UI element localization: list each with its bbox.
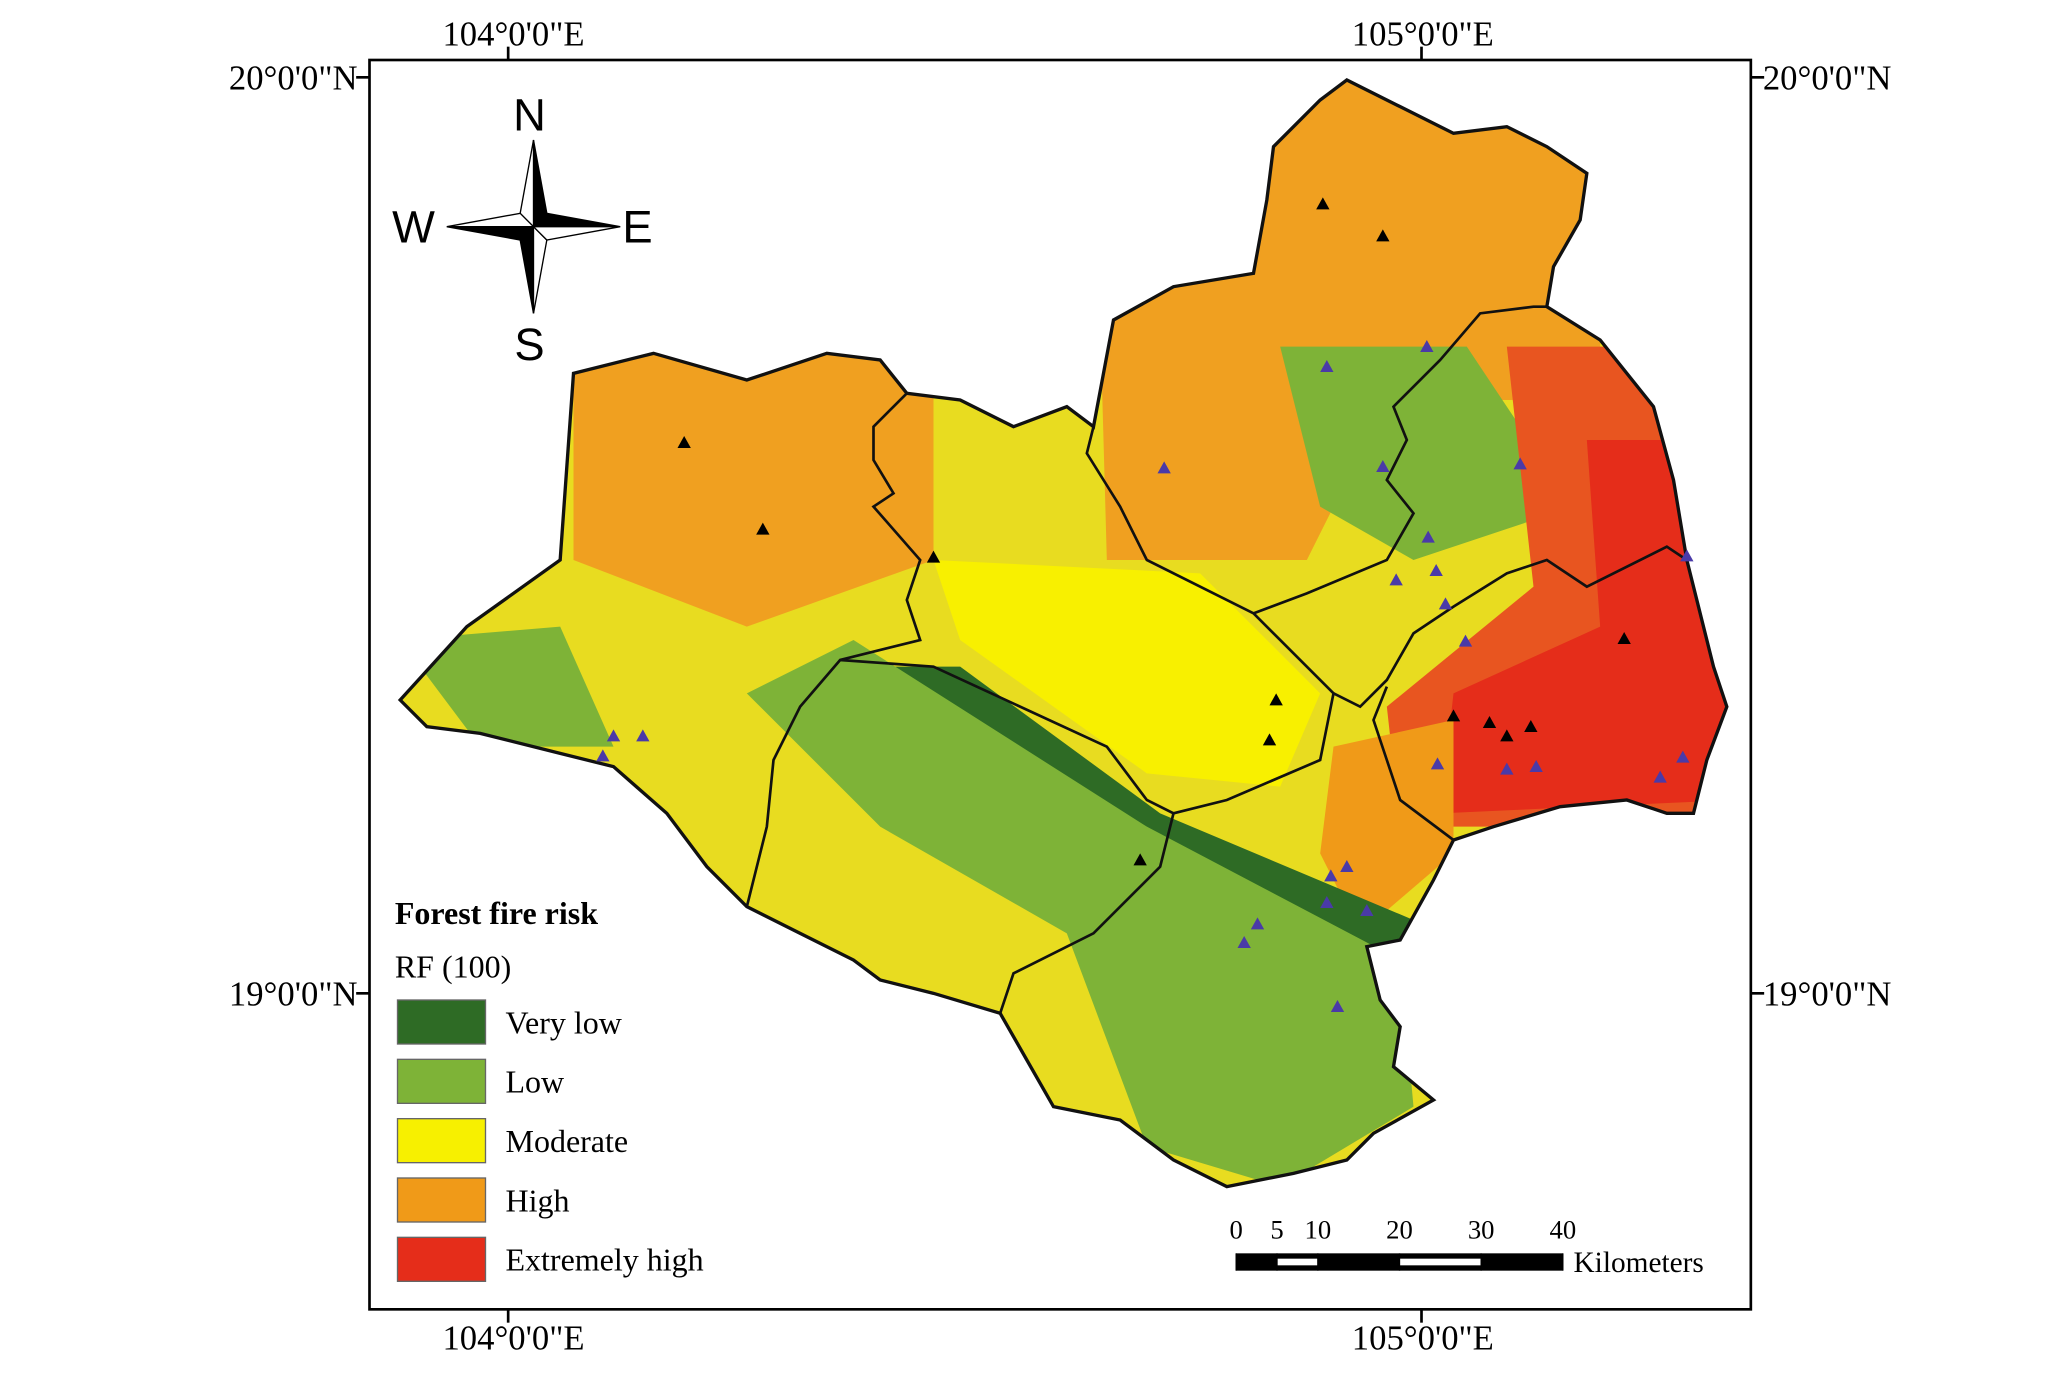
coord-label: 105°0'0"E xyxy=(1352,15,1494,53)
coord-label: 20°0'0"N xyxy=(1763,59,1892,97)
legend-label: High xyxy=(506,1182,570,1218)
scale-label: 30 xyxy=(1468,1215,1495,1245)
compass-label: W xyxy=(392,202,435,253)
legend-swatch xyxy=(396,1117,487,1164)
scale-label: 20 xyxy=(1386,1215,1413,1245)
legend-subtitle: RF (100) xyxy=(395,948,511,984)
scale-label: 5 xyxy=(1270,1215,1283,1245)
legend-swatch xyxy=(396,999,487,1045)
frame-ticks xyxy=(356,46,1765,1323)
scale-bar-segment xyxy=(1399,1258,1482,1266)
compass-label: S xyxy=(514,319,544,370)
scale-label: 10 xyxy=(1305,1215,1332,1245)
legend: Forest fire risk RF (100) Very low Low Mod… xyxy=(395,895,704,1282)
legend-label: Moderate xyxy=(506,1123,629,1159)
coord-label: 19°0'0"N xyxy=(229,975,358,1013)
legend-swatch xyxy=(396,1236,487,1282)
legend-label: Low xyxy=(506,1064,565,1100)
scale-label: 0 xyxy=(1230,1215,1243,1245)
coord-label: 104°0'0"E xyxy=(442,1319,584,1357)
district-boundaries xyxy=(745,305,1688,1014)
compass-label: E xyxy=(622,202,652,253)
scale-unit: Kilometers xyxy=(1574,1247,1704,1279)
coord-label: 104°0'0"E xyxy=(442,15,584,53)
coord-label: 20°0'0"N xyxy=(229,59,358,97)
scale-bar-segment xyxy=(1277,1258,1318,1266)
legend-swatch xyxy=(396,1058,487,1104)
legend-swatch xyxy=(396,1177,487,1223)
coord-label: 19°0'0"N xyxy=(1763,975,1892,1013)
fire-points xyxy=(596,197,1694,1012)
legend-label: Very low xyxy=(506,1004,622,1040)
legend-title: Forest fire risk xyxy=(395,895,598,931)
legend-label: Extremely high xyxy=(506,1242,704,1278)
coord-label: 105°0'0"E xyxy=(1352,1319,1494,1357)
scale-label: 40 xyxy=(1550,1215,1577,1245)
compass-label: N xyxy=(513,90,546,141)
compass-rose xyxy=(446,139,621,314)
